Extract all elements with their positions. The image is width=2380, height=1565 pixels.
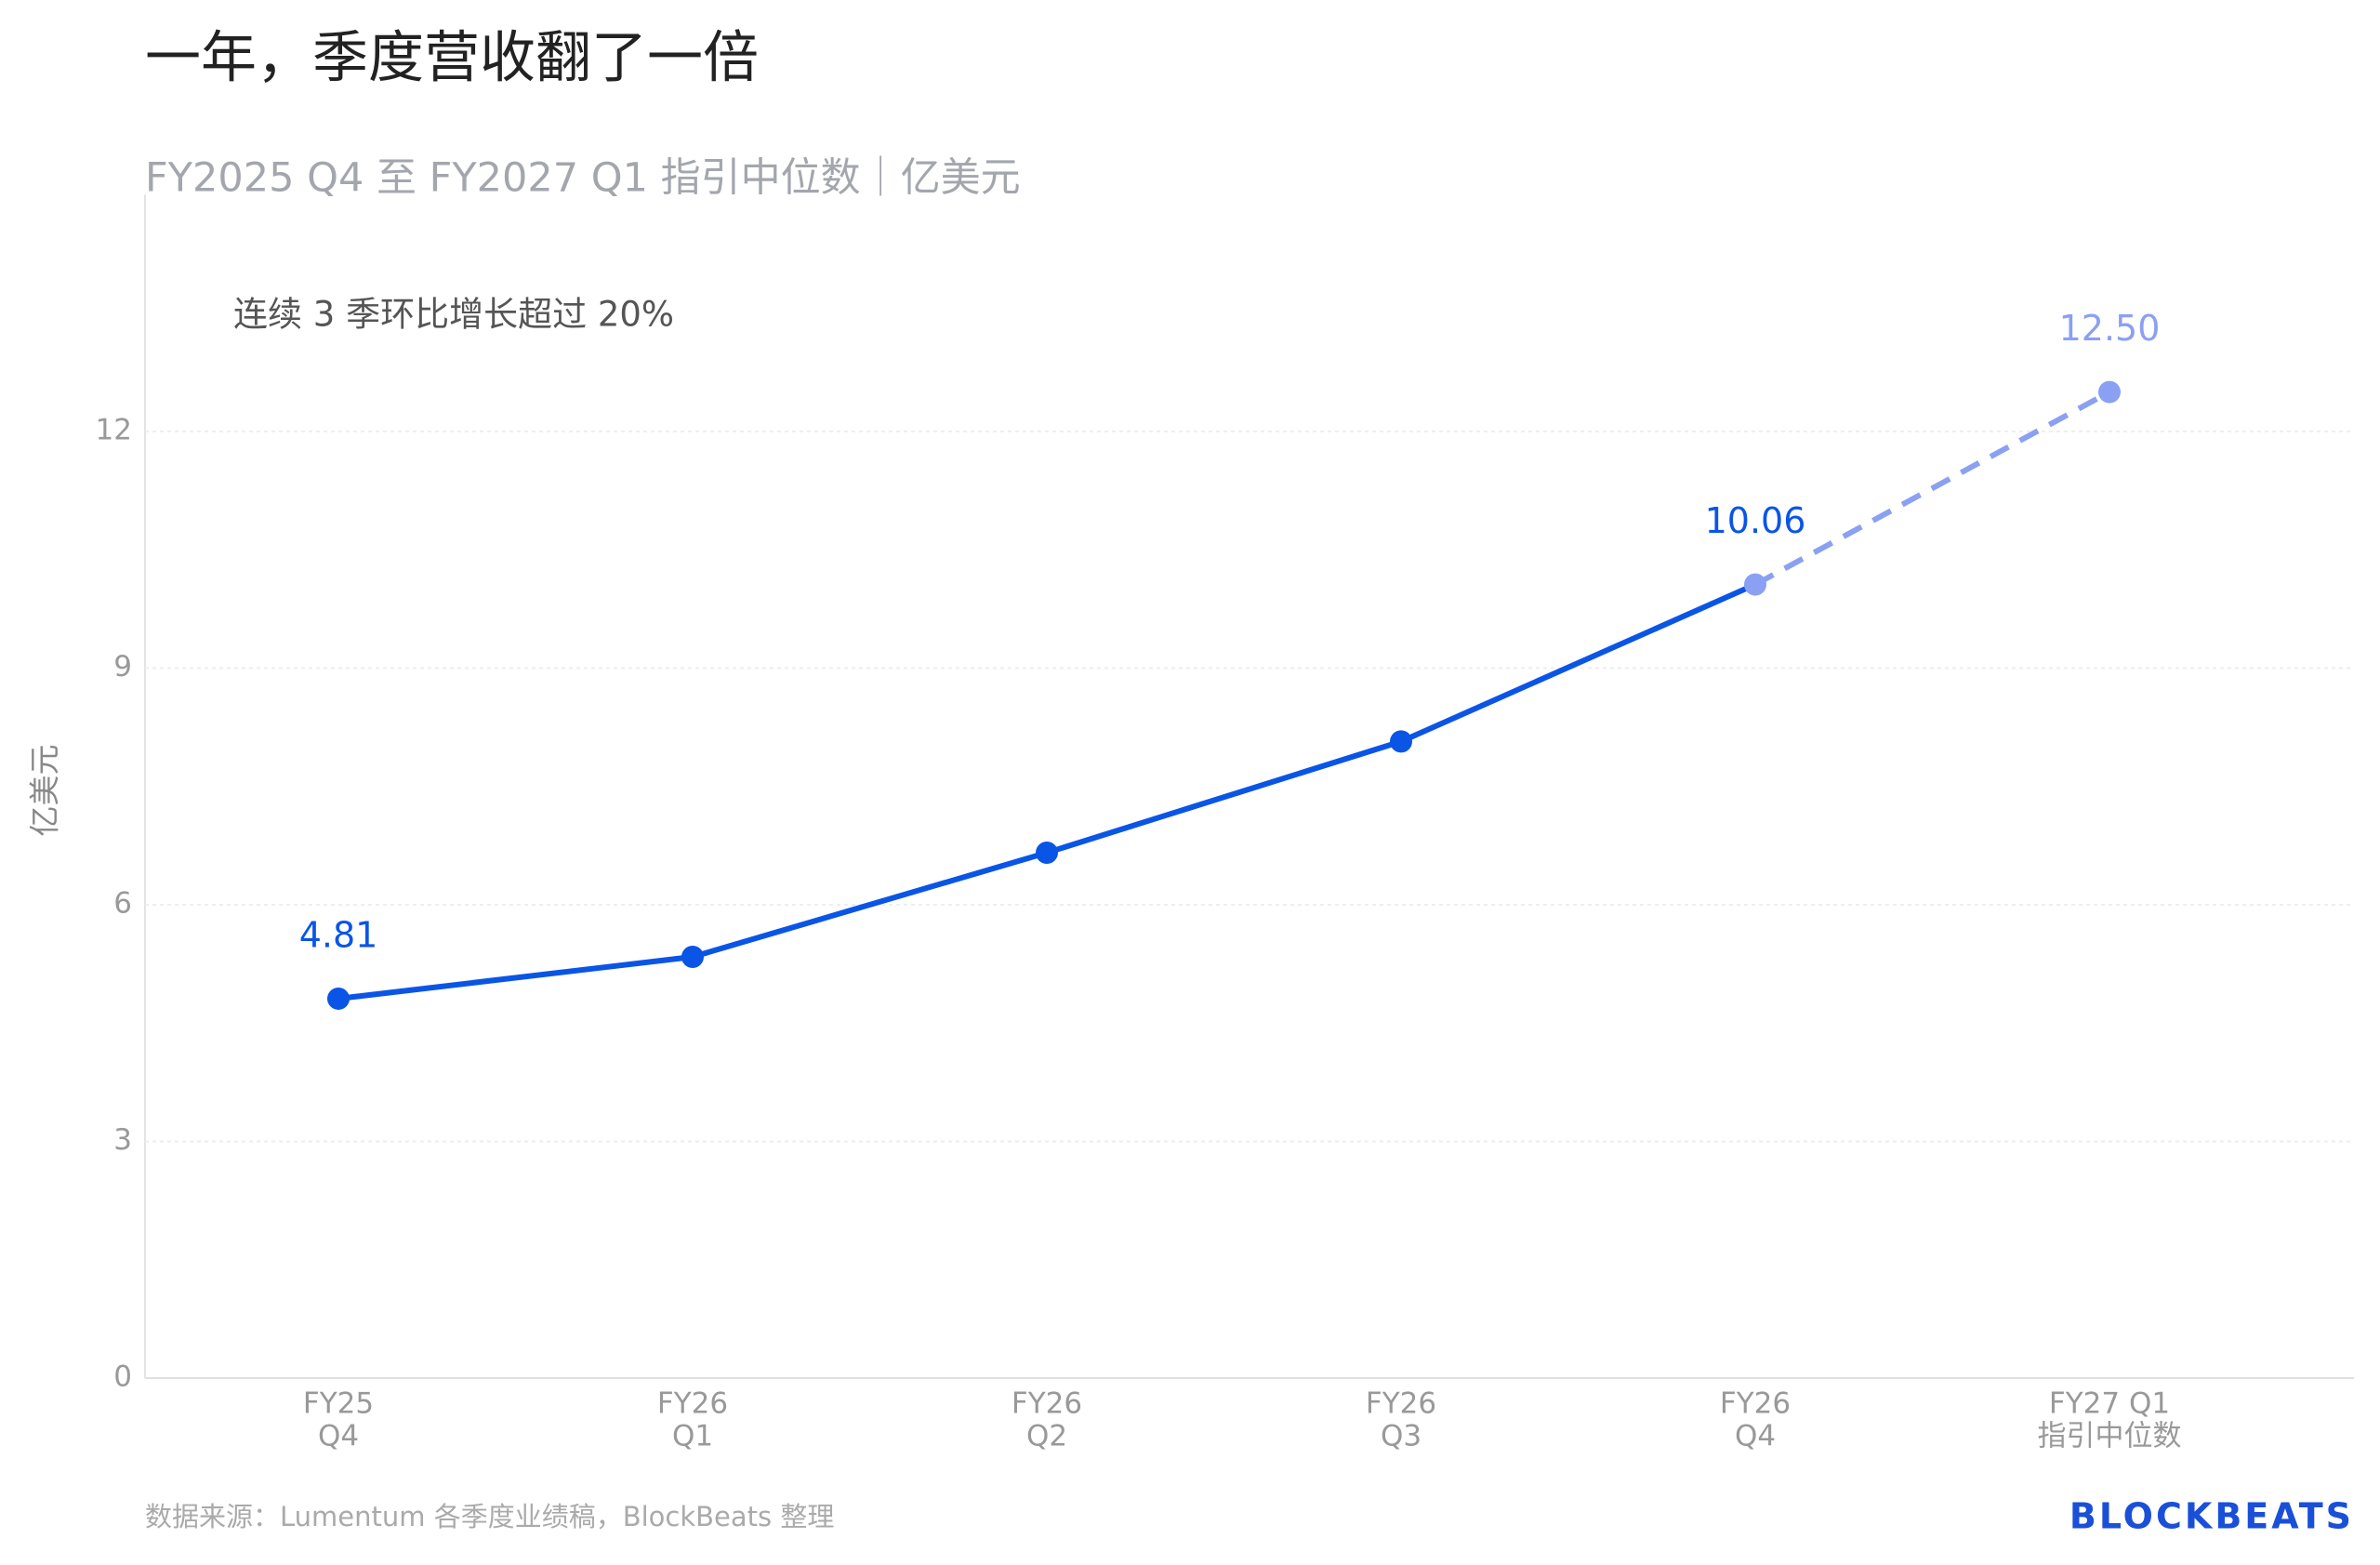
chart-title: 一年，季度营收翻了一倍 — [145, 26, 759, 91]
x-tick-label: Q2 — [1026, 1420, 1067, 1453]
chart-subtitle: FY2025 Q4 至 FY2027 Q1 指引中位数｜亿美元 — [145, 155, 1021, 202]
x-tick-label: FY26 — [1366, 1387, 1436, 1421]
point — [2098, 380, 2121, 404]
value-label: 12.50 — [2059, 308, 2161, 349]
x-tick-label: FY26 — [1012, 1387, 1082, 1421]
line — [337, 581, 1757, 1001]
point — [1744, 573, 1766, 596]
x-tick-label: FY26 — [657, 1387, 728, 1421]
source: 数据来源：Lumentum 各季度业绩稿，BlockBeats 整理 — [145, 1501, 834, 1532]
value-label: 4.81 — [299, 914, 378, 955]
x-tick-label: FY25 — [303, 1387, 374, 1421]
x-tick-label: FY26 — [1720, 1387, 1791, 1421]
value-label: 10.06 — [1705, 500, 1806, 541]
y-tick-label: 12 — [96, 414, 132, 447]
point — [681, 945, 704, 968]
point — [1390, 730, 1412, 753]
point — [327, 987, 350, 1010]
y-tick-label: 6 — [113, 887, 132, 921]
point — [1036, 842, 1058, 865]
y-tick-label: 3 — [113, 1123, 132, 1157]
projection-line — [1753, 389, 2111, 588]
x-tick-label: Q4 — [1735, 1420, 1776, 1453]
x-tick-label: FY27 Q1 — [2049, 1387, 2170, 1421]
x-tick-label: Q4 — [318, 1420, 359, 1453]
y-tick-label: 9 — [113, 650, 132, 683]
x-tick-label: Q3 — [1381, 1420, 1421, 1453]
x-tick-label: 指引中位数 — [2038, 1420, 2182, 1453]
y-tick-label: 0 — [113, 1360, 132, 1394]
y-axis-label: 亿美元 — [27, 745, 63, 837]
x-tick-label: Q1 — [672, 1420, 713, 1453]
annotation: 连续 3 季环比增长超过 20% — [233, 295, 674, 335]
logo: BLOCKBEATS — [2069, 1496, 2354, 1537]
